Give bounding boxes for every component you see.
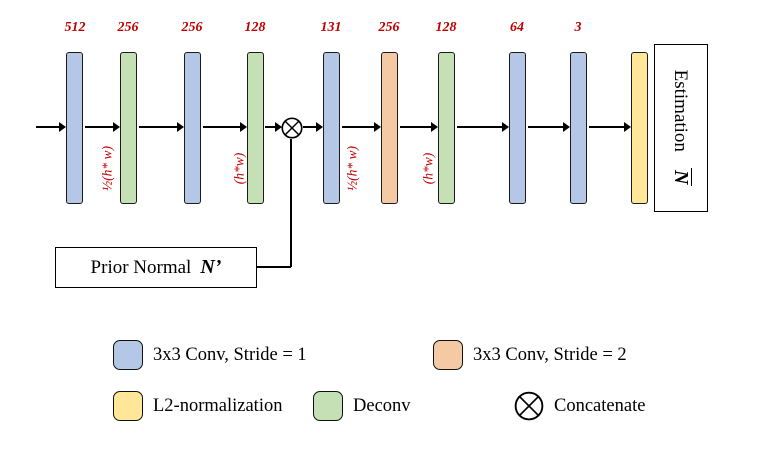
flow-arrow [303, 122, 323, 132]
conv-s1-layer-bar [184, 52, 201, 204]
flow-arrow [36, 122, 66, 132]
channels-label: 64 [510, 20, 524, 35]
conv-s2-layer-bar [381, 52, 398, 204]
flow-arrow [85, 122, 120, 132]
estimation-output-box [654, 44, 708, 212]
prior-normal-text: Prior Normal N’ [56, 248, 256, 287]
prior-normal-box: Prior Normal N’ [55, 247, 257, 288]
channels-label: 512 [64, 20, 86, 35]
resolution-label: ½(h* w) [99, 146, 115, 191]
conv-s1-layer-bar [66, 52, 83, 204]
conv-s1-layer-bar [323, 52, 340, 204]
conv-s1-layer-bar [570, 52, 587, 204]
legend-swatch-l2 [113, 391, 143, 421]
legend-label-concatenate: Concatenate [554, 396, 646, 416]
deconv-layer-bar [438, 52, 455, 204]
channels-label: 256 [117, 20, 139, 35]
prior-normal-symbol: N’ [200, 256, 222, 278]
prior-connector-vertical [290, 139, 292, 267]
resolution-label: ½(h* w) [344, 146, 360, 191]
legend-label-deconv: Deconv [353, 396, 411, 416]
estimation-text: Estimation N [670, 48, 692, 208]
flow-arrow [139, 122, 184, 132]
prior-connector-horizontal [257, 266, 291, 268]
estimation-symbol: N [670, 167, 692, 187]
flow-arrow [342, 122, 381, 132]
legend-swatch-conv-s1 [113, 340, 143, 370]
deconv-layer-bar [120, 52, 137, 204]
legend-label-conv-s2: 3x3 Conv, Stride = 2 [473, 345, 627, 365]
legend-label-l2: L2-normalization [153, 396, 283, 416]
concatenate-icon [281, 117, 303, 139]
conv-s1-layer-bar [509, 52, 526, 204]
legend-swatch-deconv [313, 391, 343, 421]
estimation-label: Estimation [670, 69, 691, 152]
flow-arrow [400, 122, 438, 132]
channels-label: 256 [378, 20, 400, 35]
channels-label: 131 [320, 20, 342, 35]
resolution-label: (h*w) [420, 152, 436, 185]
flow-arrow [203, 122, 247, 132]
resolution-label: (h*w) [231, 152, 247, 185]
l2-normalization-bar [631, 52, 648, 204]
deconv-layer-bar [247, 52, 264, 204]
channels-label: 128 [244, 20, 266, 35]
flow-arrow [457, 122, 509, 132]
flow-arrow [528, 122, 570, 132]
legend-label-conv-s1: 3x3 Conv, Stride = 1 [153, 345, 307, 365]
channels-label: 128 [435, 20, 457, 35]
prior-normal-label: Prior Normal [90, 256, 192, 278]
flow-arrow [265, 122, 282, 132]
flow-arrow [589, 122, 631, 132]
legend-concatenate-icon [514, 391, 544, 421]
legend-swatch-conv-s2 [433, 340, 463, 370]
channels-label: 256 [181, 20, 203, 35]
channels-label: 3 [574, 20, 582, 35]
